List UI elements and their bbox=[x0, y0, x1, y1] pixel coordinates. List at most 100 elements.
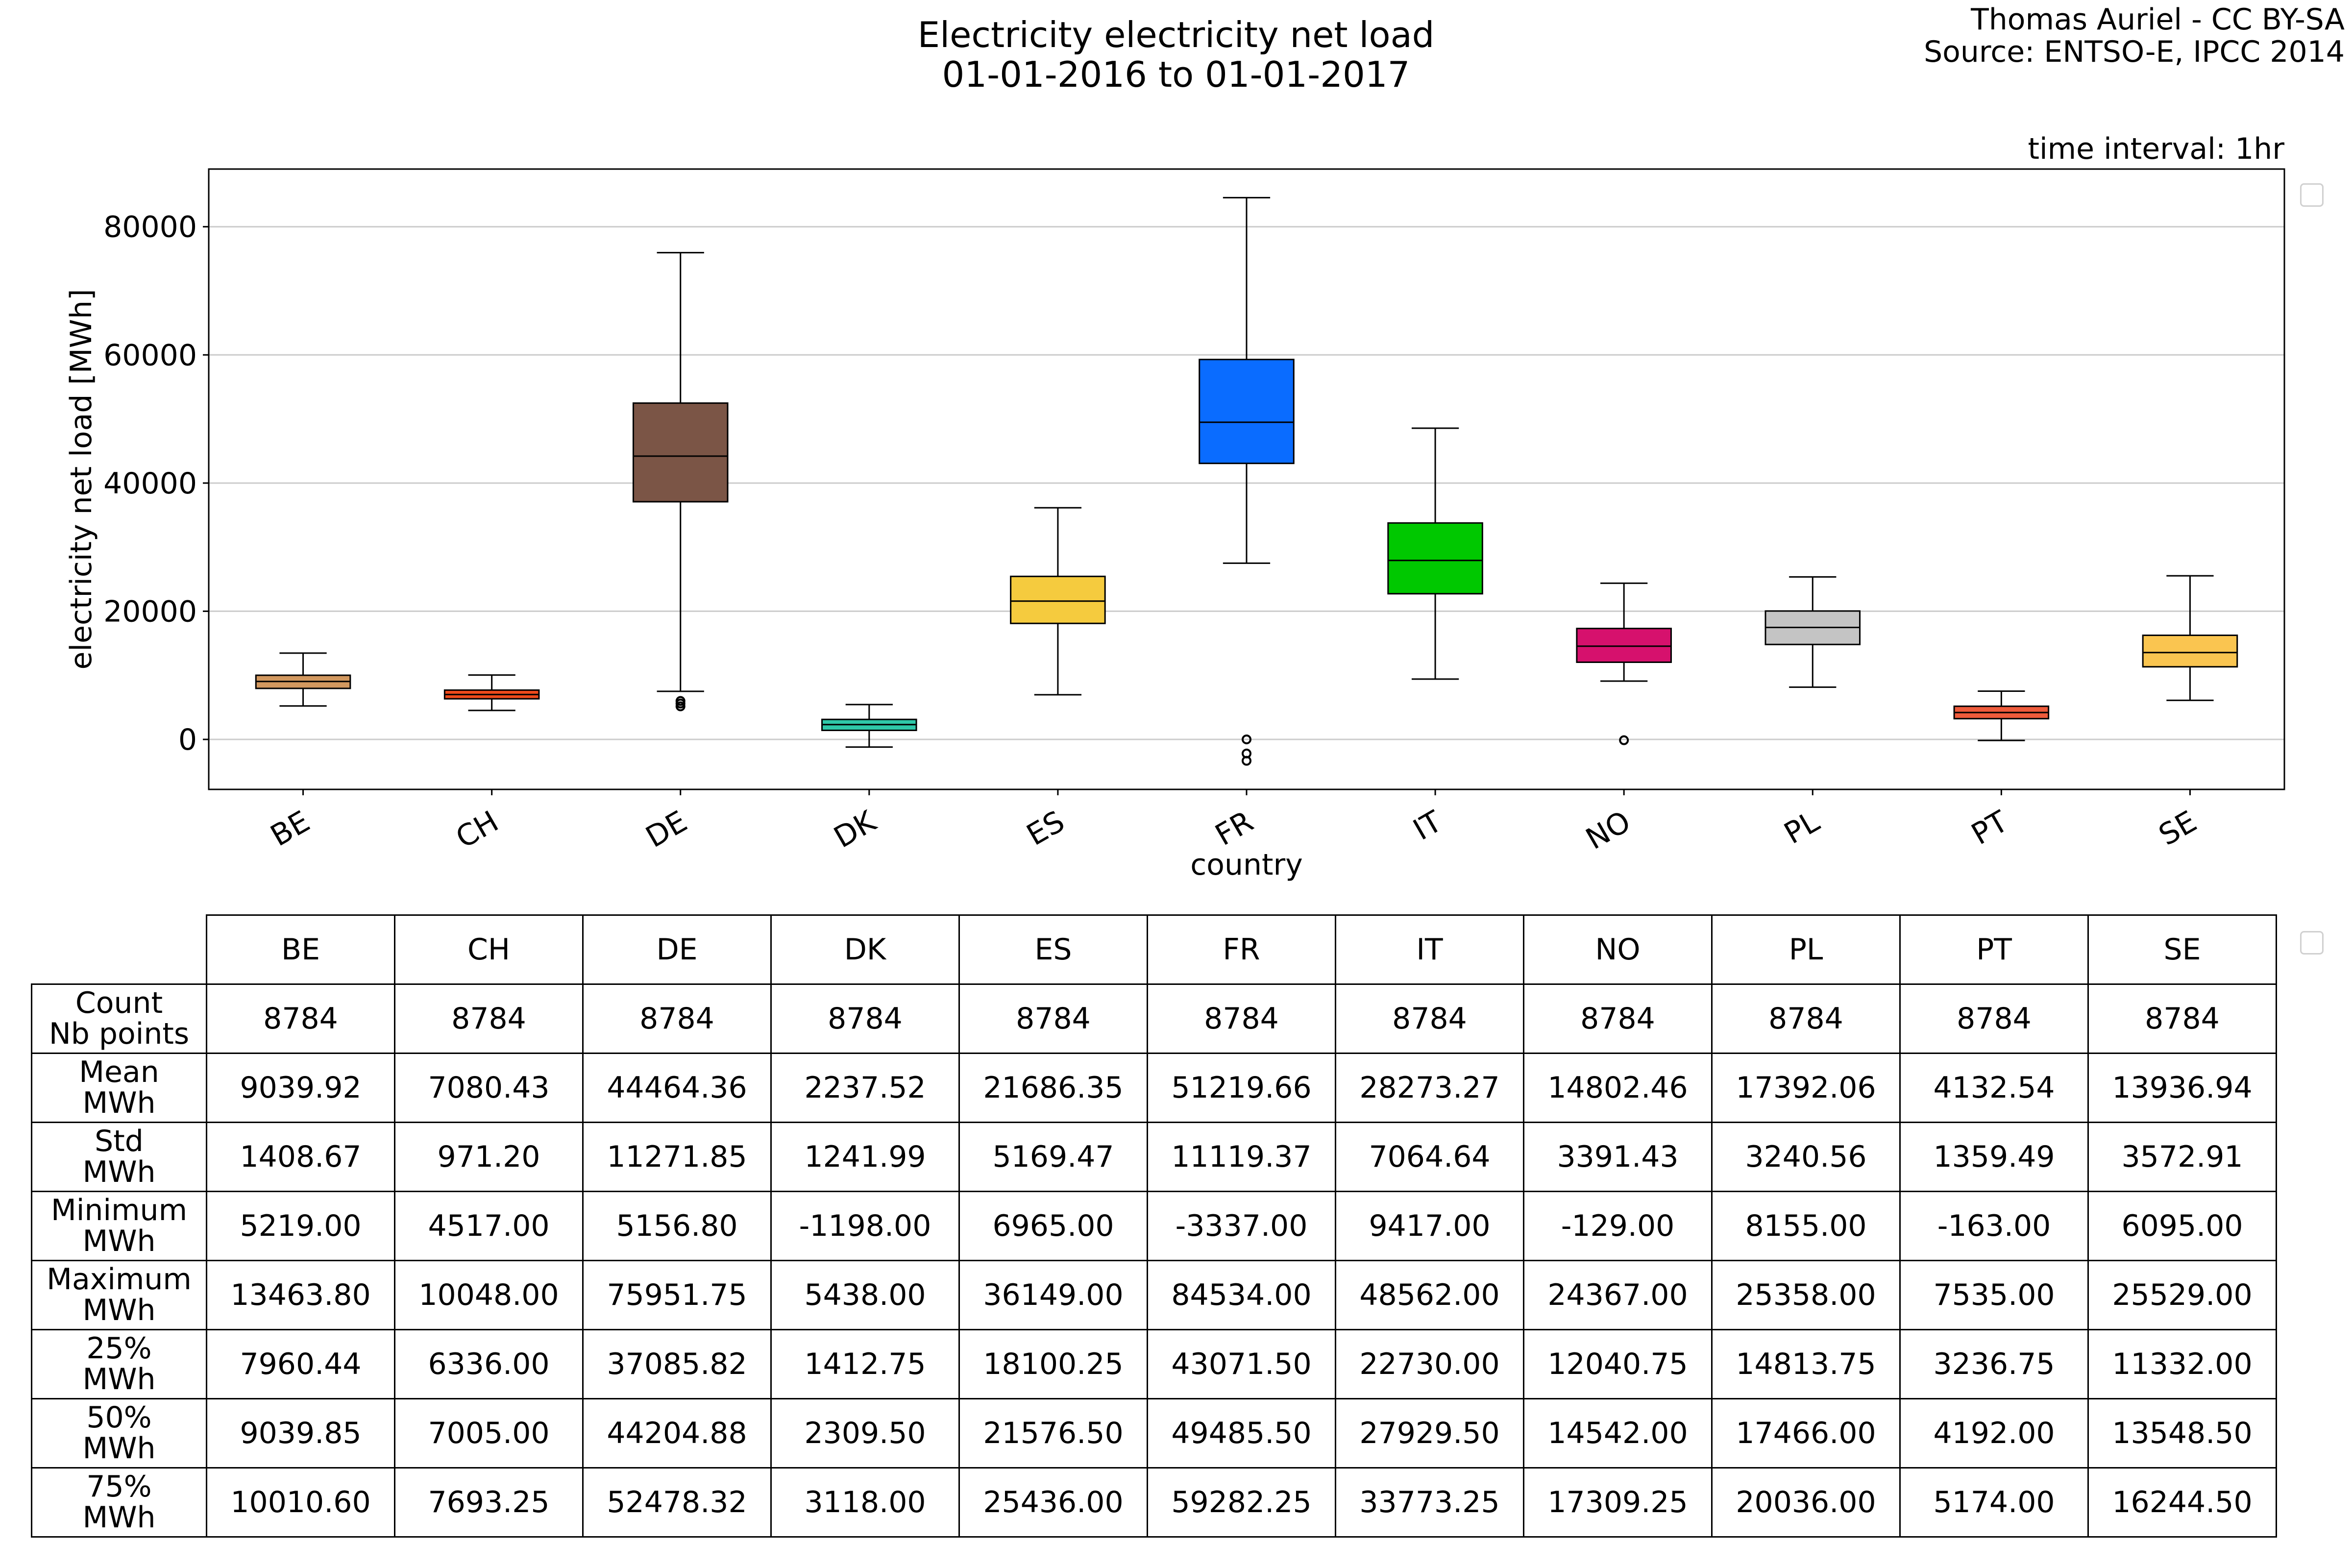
table-cell: 2237.52 bbox=[770, 1053, 960, 1123]
box-NO bbox=[1576, 582, 1672, 745]
table-cell: -1198.00 bbox=[770, 1191, 960, 1261]
table-cell: 48562.00 bbox=[1335, 1260, 1524, 1330]
box-CH bbox=[443, 674, 540, 711]
table-cell: 8784 bbox=[770, 983, 960, 1054]
table-row: 25% MWh 7960.44 6336.00 37085.82 1412.75 18100… bbox=[31, 1329, 2277, 1399]
table-row-label: 25% MWh bbox=[31, 1329, 207, 1399]
y-axis-ticks: 0 20000 40000 60000 80000 bbox=[103, 210, 209, 757]
table-cell: 49485.50 bbox=[1147, 1398, 1336, 1469]
table-cell: 7064.64 bbox=[1335, 1122, 1524, 1192]
box-DE bbox=[632, 252, 729, 711]
table-cell: -129.00 bbox=[1523, 1191, 1713, 1261]
table-cell: -163.00 bbox=[1899, 1191, 2089, 1261]
box-PT bbox=[1953, 690, 2050, 741]
table-row-label: 75% MWh bbox=[31, 1467, 207, 1538]
table-cell: 84534.00 bbox=[1147, 1260, 1336, 1330]
table-cell: 8784 bbox=[394, 983, 584, 1054]
table-row-label: Maximum MWh bbox=[31, 1260, 207, 1330]
outlier-point bbox=[1619, 735, 1629, 745]
table-row-label: Std MWh bbox=[31, 1122, 207, 1192]
table-column-header: DE bbox=[582, 914, 772, 985]
row-label-unit: MWh bbox=[82, 1500, 156, 1535]
table-cell: 14542.00 bbox=[1523, 1398, 1713, 1469]
table-row: Mean MWh 9039.92 7080.43 44464.36 2237.52 2168… bbox=[31, 1053, 2277, 1123]
x-axis-ticks: BE CH DE DK ES FR IT NO PL PT SE bbox=[265, 789, 2203, 857]
x-tick-label: DK bbox=[828, 804, 882, 855]
x-axis-label: country bbox=[1190, 848, 1302, 882]
y-tick-label: 80000 bbox=[103, 210, 197, 245]
statistics-table: BE CH DE DK ES FR IT NO PL PT SE Count Nb points 878… bbox=[31, 914, 2277, 1538]
table-cell: 2309.50 bbox=[770, 1398, 960, 1469]
table-column-header: BE bbox=[206, 914, 395, 985]
table-cell: 25436.00 bbox=[958, 1467, 1148, 1538]
table-cell: 14813.75 bbox=[1711, 1329, 1901, 1399]
row-label-stat: Count bbox=[75, 986, 163, 1020]
y-tick-label: 60000 bbox=[103, 338, 197, 372]
x-tick-label: BE bbox=[265, 804, 316, 853]
x-tick-label: IT bbox=[1408, 804, 1448, 847]
table-cell: 20036.00 bbox=[1711, 1467, 1901, 1538]
table-cell: 5156.80 bbox=[582, 1191, 772, 1261]
row-label-stat: Maximum bbox=[47, 1262, 192, 1297]
table-cell: -3337.00 bbox=[1147, 1191, 1336, 1261]
table-cell: 1412.75 bbox=[770, 1329, 960, 1399]
box-BE bbox=[255, 652, 351, 707]
table-row: 50% MWh 9039.85 7005.00 44204.88 2309.50 21576… bbox=[31, 1398, 2277, 1469]
table-row: Std MWh 1408.67 971.20 11271.85 1241.99 5169.4… bbox=[31, 1122, 2277, 1192]
table-cell: 14802.46 bbox=[1523, 1053, 1713, 1123]
outlier-point bbox=[675, 696, 686, 706]
table-cell: 21686.35 bbox=[958, 1053, 1148, 1123]
table-header-row: BE CH DE DK ES FR IT NO PL PT SE bbox=[31, 914, 2277, 985]
table-cell: 59282.25 bbox=[1147, 1467, 1336, 1538]
table-cell: 28273.27 bbox=[1335, 1053, 1524, 1123]
table-cell: 33773.25 bbox=[1335, 1467, 1524, 1538]
box-ES bbox=[1010, 507, 1106, 696]
table-cell: 13548.50 bbox=[2087, 1398, 2277, 1469]
table-cell: 51219.66 bbox=[1147, 1053, 1336, 1123]
table-row: Minimum MWh 5219.00 4517.00 5156.80 -1198.00 6… bbox=[31, 1191, 2277, 1261]
table-cell: 1241.99 bbox=[770, 1122, 960, 1192]
table-row-label: Minimum MWh bbox=[31, 1191, 207, 1261]
table-cell: 1359.49 bbox=[1899, 1122, 2089, 1192]
box-IT bbox=[1387, 427, 1483, 680]
table-cell: 4517.00 bbox=[394, 1191, 584, 1261]
table-cell: 44464.36 bbox=[582, 1053, 772, 1123]
table-row-label: 50% MWh bbox=[31, 1398, 207, 1469]
table-cell: 12040.75 bbox=[1523, 1329, 1713, 1399]
table-cell: 75951.75 bbox=[582, 1260, 772, 1330]
table-body: Count Nb points 8784 8784 8784 8784 8784 8784 87… bbox=[31, 983, 2277, 1538]
table-column-header: NO bbox=[1523, 914, 1713, 985]
outlier-point bbox=[1242, 734, 1251, 744]
y-tick-label: 0 bbox=[178, 723, 197, 757]
table-cell: 3236.75 bbox=[1899, 1329, 2089, 1399]
table-cell: 11271.85 bbox=[582, 1122, 772, 1192]
box-FR bbox=[1199, 196, 1295, 766]
table-cell: 5219.00 bbox=[206, 1191, 395, 1261]
x-tick-label: DE bbox=[640, 804, 693, 855]
table-cell: 8784 bbox=[1147, 983, 1336, 1054]
table-cell: 8784 bbox=[582, 983, 772, 1054]
iqr-box bbox=[1010, 575, 1106, 624]
table-column-header: FR bbox=[1147, 914, 1336, 985]
table-row-label: Count Nb points bbox=[31, 983, 207, 1054]
table-cell: 3240.56 bbox=[1711, 1122, 1901, 1192]
table-cell: 13936.94 bbox=[2087, 1053, 2277, 1123]
row-label-unit: MWh bbox=[82, 1431, 156, 1466]
table-cell: 25529.00 bbox=[2087, 1260, 2277, 1330]
table-cell: 10010.60 bbox=[206, 1467, 395, 1538]
table-cell: 27929.50 bbox=[1335, 1398, 1524, 1469]
y-axis-label: electricity net load [MWh] bbox=[64, 289, 98, 670]
table-row: 75% MWh 10010.60 7693.25 52478.32 3118.00 2543… bbox=[31, 1467, 2277, 1538]
table-cell: 17466.00 bbox=[1711, 1398, 1901, 1469]
table-cell: 9039.85 bbox=[206, 1398, 395, 1469]
table-cell: 16244.50 bbox=[2087, 1467, 2277, 1538]
table-column-header: DK bbox=[770, 914, 960, 985]
row-label-unit: MWh bbox=[82, 1293, 156, 1327]
x-tick-label: PL bbox=[1778, 804, 1825, 851]
table-cell: 8784 bbox=[1899, 983, 2089, 1054]
table-cell: 7535.00 bbox=[1899, 1260, 2089, 1330]
table-cell: 6965.00 bbox=[958, 1191, 1148, 1261]
table-column-header: CH bbox=[394, 914, 584, 985]
row-label-stat: 50% bbox=[86, 1400, 152, 1435]
box-SE bbox=[2142, 575, 2238, 701]
